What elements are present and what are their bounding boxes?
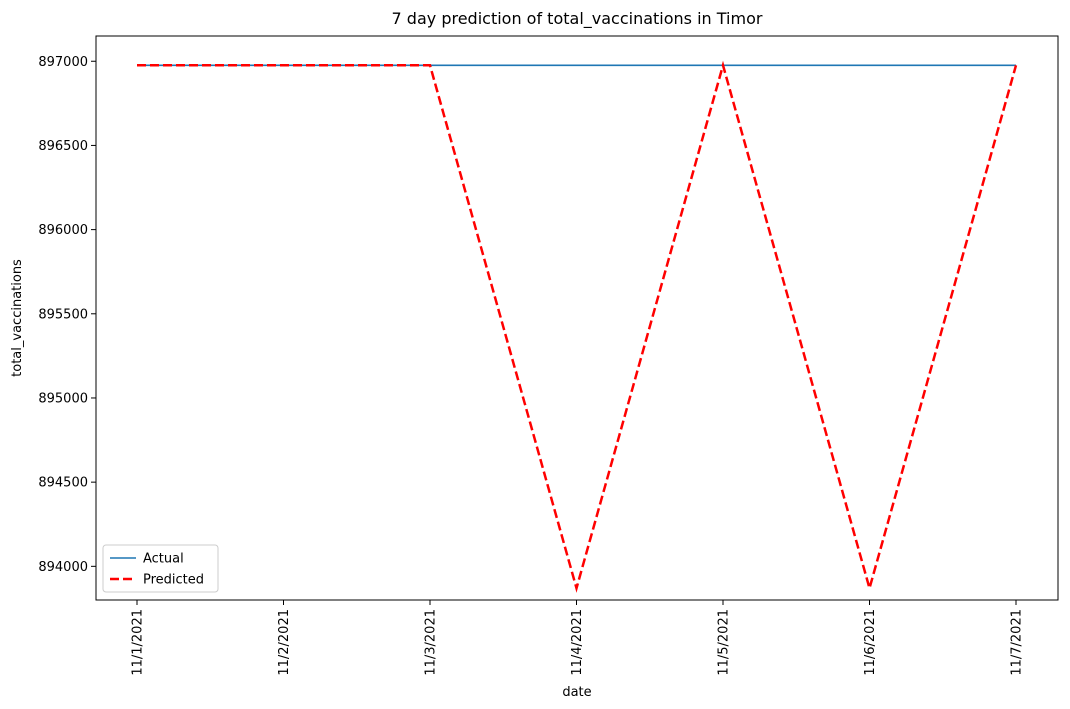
y-axis-ticks: 894000 894500 895000 895500 896000 896500 8970…	[38, 55, 96, 575]
y-tick-label: 894000	[38, 560, 88, 575]
x-tick-label: 11/5/2021	[717, 609, 732, 676]
y-tick-label: 894500	[38, 476, 88, 491]
x-tick-label: 11/3/2021	[424, 609, 439, 676]
legend-label-actual: Actual	[143, 552, 184, 567]
y-tick-label: 896000	[38, 223, 88, 238]
x-tick-label: 11/6/2021	[863, 609, 878, 676]
x-tick-label: 11/4/2021	[570, 609, 585, 676]
x-tick-label: 11/2/2021	[277, 609, 292, 676]
x-axis-title: date	[562, 685, 591, 700]
y-tick-label: 897000	[38, 55, 88, 70]
y-tick-label: 896500	[38, 139, 88, 154]
series-line-predicted	[137, 60, 1018, 593]
y-tick-label: 895000	[38, 391, 88, 406]
x-tick-label: 11/1/2021	[131, 609, 146, 676]
x-tick-label: 11/7/2021	[1010, 609, 1025, 676]
y-axis-title: total_vaccinations	[10, 259, 25, 377]
legend: Actual Predicted	[102, 544, 219, 593]
x-axis-ticks: 11/1/2021 11/2/2021 11/3/2021 11/4/2021 11/5…	[131, 600, 1025, 676]
plot-frame	[95, 35, 1059, 601]
y-tick-label: 895500	[38, 307, 88, 322]
chart-title: 7 day prediction of total_vaccinations i…	[392, 9, 763, 29]
series-layer	[137, 60, 1018, 593]
legend-label-predicted: Predicted	[143, 573, 204, 588]
